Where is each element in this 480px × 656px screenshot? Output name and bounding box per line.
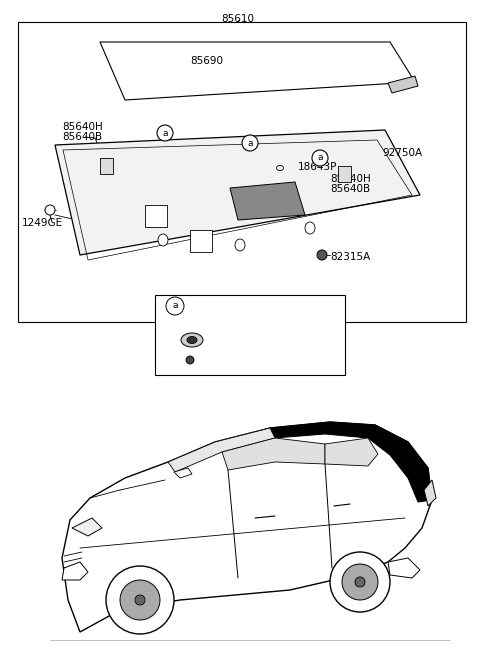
Text: 92750A: 92750A xyxy=(382,148,422,158)
Polygon shape xyxy=(222,438,325,470)
Circle shape xyxy=(330,552,390,612)
Bar xyxy=(155,295,345,375)
Text: 85610: 85610 xyxy=(221,14,254,24)
Polygon shape xyxy=(168,428,275,472)
Text: 85640H: 85640H xyxy=(62,122,103,132)
Ellipse shape xyxy=(305,222,315,234)
Circle shape xyxy=(186,356,194,364)
Polygon shape xyxy=(368,425,432,502)
Bar xyxy=(18,22,466,322)
Text: 89855B: 89855B xyxy=(258,332,298,342)
Circle shape xyxy=(242,135,258,151)
Text: 85640H: 85640H xyxy=(330,174,371,184)
Text: a: a xyxy=(247,138,253,148)
Ellipse shape xyxy=(187,337,197,344)
Circle shape xyxy=(355,577,365,587)
Bar xyxy=(145,205,167,227)
Polygon shape xyxy=(100,42,415,100)
Text: a: a xyxy=(172,302,178,310)
Ellipse shape xyxy=(276,165,284,171)
Text: 1249GE: 1249GE xyxy=(22,218,63,228)
Text: 82315A: 82315A xyxy=(330,252,370,262)
Circle shape xyxy=(166,297,184,315)
Polygon shape xyxy=(424,480,436,506)
Circle shape xyxy=(317,250,327,260)
Circle shape xyxy=(106,566,174,634)
Polygon shape xyxy=(62,562,88,580)
Polygon shape xyxy=(174,468,192,478)
Text: a: a xyxy=(162,129,168,138)
Polygon shape xyxy=(72,518,102,536)
Circle shape xyxy=(157,125,173,141)
Polygon shape xyxy=(62,422,432,632)
Text: 85690: 85690 xyxy=(190,56,223,66)
Text: 18643P: 18643P xyxy=(298,162,337,172)
Circle shape xyxy=(135,595,145,605)
Polygon shape xyxy=(55,130,420,255)
Polygon shape xyxy=(325,438,378,466)
Text: 85640B: 85640B xyxy=(62,132,102,142)
Bar xyxy=(100,158,113,174)
Circle shape xyxy=(45,205,55,215)
Circle shape xyxy=(342,564,378,600)
Ellipse shape xyxy=(158,234,168,246)
Polygon shape xyxy=(270,422,408,448)
Text: a: a xyxy=(317,154,323,163)
Circle shape xyxy=(312,150,328,166)
Text: 84668: 84668 xyxy=(200,346,233,356)
Polygon shape xyxy=(388,76,418,93)
Circle shape xyxy=(120,580,160,620)
Text: 85640B: 85640B xyxy=(330,184,370,194)
Polygon shape xyxy=(388,558,420,578)
Bar xyxy=(338,166,351,182)
Polygon shape xyxy=(230,182,305,220)
Bar xyxy=(190,230,212,252)
Ellipse shape xyxy=(181,333,203,347)
Ellipse shape xyxy=(235,239,245,251)
